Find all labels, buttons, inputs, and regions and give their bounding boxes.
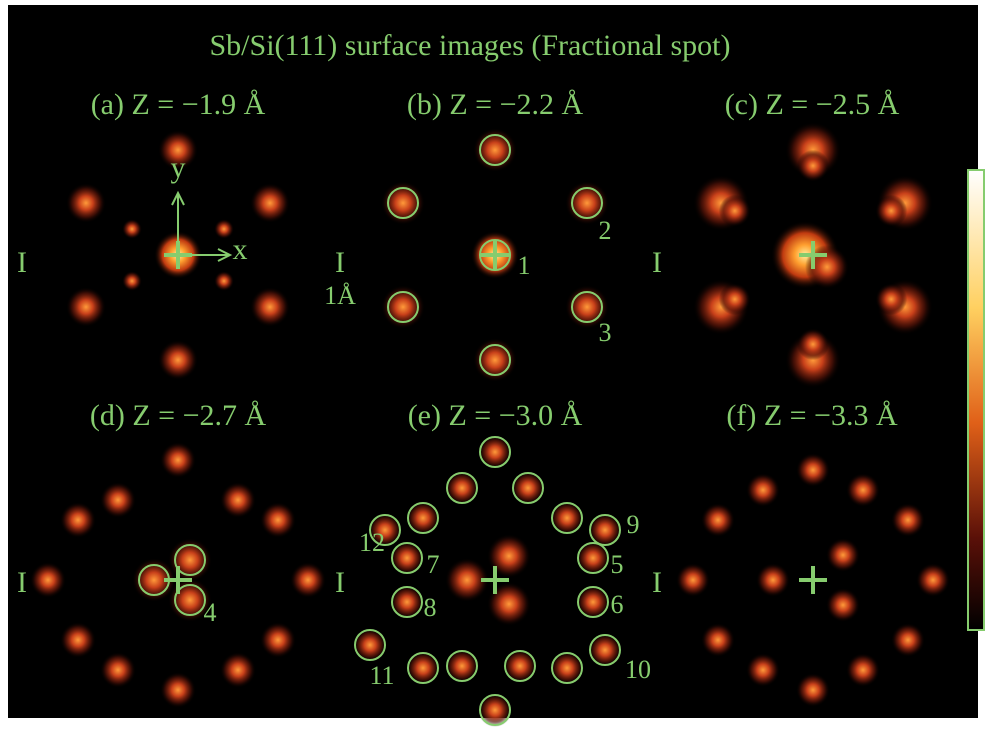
spot [160,442,196,478]
spot [214,271,234,291]
spot [756,563,790,597]
spot [220,482,256,518]
spot [406,651,440,685]
spot [260,502,296,538]
spot [588,633,622,667]
spot [875,283,907,315]
spot [846,653,880,687]
spot [260,622,296,658]
spot [390,585,424,619]
figure: Sb/Si(111) surface images (Fractional sp… [0,0,986,745]
spot [797,150,829,182]
spot [66,183,106,223]
spot [220,652,256,688]
spot [891,503,925,537]
side-mark: I [335,566,345,599]
side-mark: I [17,246,27,279]
spot [676,563,710,597]
spot [445,471,479,505]
spot [796,453,830,487]
spot-number: 4 [204,598,217,627]
spot-number: 10 [625,655,651,684]
spot [719,283,751,315]
spot [290,562,326,598]
spot [445,649,479,683]
panel-label: (e) Z = −3.0 Å [408,399,583,432]
spot [746,653,780,687]
spot-number: 1 [518,251,531,280]
panel-label: (a) Z = −1.9 Å [91,88,266,121]
panel-label: (b) Z = −2.2 Å [407,88,584,121]
spot [796,673,830,707]
spot [503,649,537,683]
spot [701,503,735,537]
spot-number: 7 [427,550,440,579]
spot [214,219,234,239]
spot-number: 11 [369,661,394,690]
spot [30,562,66,598]
spot [746,473,780,507]
side-mark: I [17,566,27,599]
axis-label: y [171,151,186,184]
spot [719,195,751,227]
spot-number: 3 [599,318,612,347]
spot [406,501,440,535]
spot [122,271,142,291]
side-mark: I [652,566,662,599]
spot [390,541,424,575]
title: Sb/Si(111) surface images (Fractional sp… [210,29,731,62]
spot [160,672,196,708]
spot [478,435,512,469]
panel-label: (f) Z = −3.3 Å [726,399,898,432]
spot-number: 5 [611,550,624,579]
spot [100,482,136,518]
spot-number: 8 [424,593,437,622]
spot [891,623,925,657]
spot-number: 2 [599,216,612,245]
spot [250,183,290,223]
spot [60,622,96,658]
spot [122,219,142,239]
panel-label: (c) Z = −2.5 Å [725,88,900,121]
spot [353,628,387,662]
spot [576,541,610,575]
spot [66,287,106,327]
spot [550,501,584,535]
colorbar [968,170,984,630]
spot [100,652,136,688]
spot [478,693,512,727]
side-mark: I [652,246,662,279]
spot [550,651,584,685]
spot [701,623,735,657]
spot-number: 6 [611,590,624,619]
spot [916,563,950,597]
spot [875,195,907,227]
page: {"title": "Sb/Si(111) surface images (Fr… [0,0,986,745]
spot [826,538,860,572]
spot [576,585,610,619]
spot [158,340,198,380]
spot [826,588,860,622]
axis-label: x [233,233,248,266]
side-mark: I [335,246,345,279]
spot-number: 9 [627,510,640,539]
scale-label: 1Å [324,281,356,310]
spot [60,502,96,538]
spot [511,471,545,505]
spot [797,328,829,360]
spot-number: 12 [359,528,385,557]
spot [250,287,290,327]
spot [846,473,880,507]
panel-label: (d) Z = −2.7 Å [90,399,267,432]
